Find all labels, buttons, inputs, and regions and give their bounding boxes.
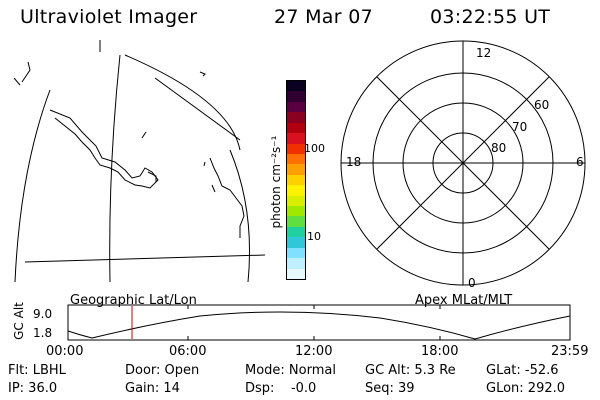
- coastline: [49, 109, 159, 189]
- coastline: [141, 131, 147, 139]
- colorbar-swatch: [287, 216, 305, 227]
- status-mode: Mode: Normal: [245, 363, 336, 378]
- colorbar-swatch: [287, 258, 305, 269]
- map-gridline: [229, 149, 250, 283]
- polar-label-0: 0: [468, 276, 476, 290]
- map-gridline: [24, 254, 266, 263]
- apex-label: Apex MLat/MLT: [415, 293, 513, 308]
- status-door: Door: Open: [125, 363, 200, 378]
- altitude-xtick-0000: 00:00: [46, 344, 84, 359]
- map-gridline: [14, 89, 51, 283]
- altitude-xtick-1200: 12:00: [295, 344, 333, 359]
- colorbar-swatch: [287, 164, 305, 175]
- coastline: [147, 171, 157, 182]
- colorbar-swatch: [287, 195, 305, 207]
- altitude-xtick-0600: 06:00: [169, 344, 207, 359]
- date-label: 27 Mar 07: [274, 6, 373, 28]
- polar-lat-60: 60: [534, 98, 550, 112]
- colorbar-swatch: [287, 81, 305, 92]
- app-title: Ultraviolet Imager: [20, 6, 198, 28]
- colorbar-swatch: [287, 112, 305, 123]
- coastline: [199, 71, 206, 77]
- polar-label-12: 12: [476, 46, 492, 60]
- colorbar-tick-10: 10: [307, 230, 321, 243]
- coastline: [21, 61, 31, 83]
- status-glon: GLon: 292.0: [486, 381, 566, 396]
- altitude-xtick-1800: 18:00: [421, 344, 459, 359]
- altitude-xtick-2359: 23:59: [551, 344, 589, 359]
- status-gc-alt: GC Alt: 5.3 Re: [365, 363, 456, 378]
- colorbar-swatch: [287, 143, 305, 154]
- colorbar-swatch: [287, 268, 305, 280]
- colorbar-swatch: [287, 247, 305, 259]
- colorbar-swatch: [287, 133, 305, 144]
- colorbar: [286, 80, 306, 280]
- colorbar-swatch: [287, 226, 305, 238]
- polar-diagonal: [376, 76, 550, 250]
- colorbar-tick-100: 100: [304, 142, 325, 155]
- polar-label-6: 6: [576, 155, 584, 169]
- polar-lat-70: 70: [512, 120, 528, 134]
- status-ip: IP: 36.0: [8, 381, 58, 396]
- status-gain: Gain: 14: [125, 381, 180, 396]
- altitude-ytick-min: 1.8: [33, 326, 53, 340]
- polar-lat-80: 80: [491, 141, 507, 155]
- coastline: [13, 77, 21, 86]
- status-filter: Flt: LBHL: [8, 363, 66, 378]
- coastline: [203, 161, 216, 193]
- status-dsp: Dsp: -0.0: [245, 381, 317, 396]
- geographic-label: Geographic Lat/Lon: [70, 293, 197, 308]
- coastline: [209, 157, 245, 238]
- map-gridline: [99, 40, 241, 141]
- altitude-plot-frame: [67, 304, 571, 341]
- polar-label-18: 18: [346, 155, 362, 169]
- colorbar-swatch: [287, 174, 305, 186]
- status-glat: GLat: -52.6: [486, 363, 559, 378]
- altitude-curve: [67, 311, 571, 340]
- colorbar-swatch: [287, 237, 305, 248]
- time-label: 03:22:55 UT: [430, 6, 551, 28]
- altitude-ytick-max: 9.0: [33, 307, 53, 321]
- colorbar-swatch: [287, 122, 305, 134]
- colorbar-swatch: [287, 153, 305, 165]
- colorbar-swatch: [287, 185, 305, 196]
- map-gridline: [124, 54, 241, 151]
- colorbar-swatch: [287, 91, 305, 102]
- colorbar-swatch: [287, 101, 305, 113]
- colorbar-swatch: [287, 206, 305, 217]
- status-seq: Seq: 39: [365, 381, 415, 396]
